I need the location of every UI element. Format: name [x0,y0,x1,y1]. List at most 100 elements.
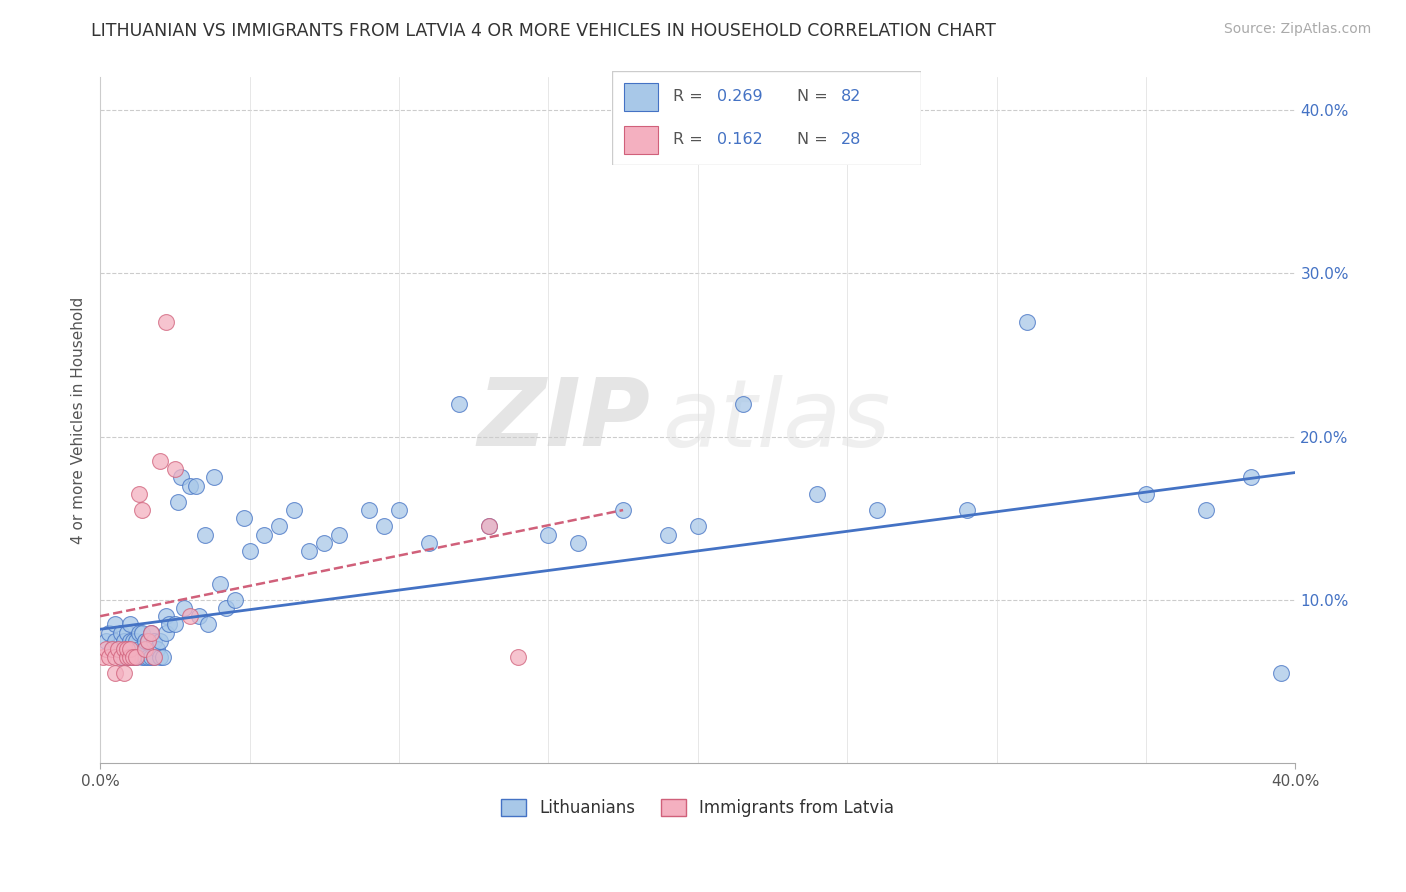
Point [118,617,141,632]
Point [359,503,381,517]
Point [112,641,135,656]
Point [238,544,260,558]
FancyBboxPatch shape [624,83,658,111]
Point [478,519,501,533]
Point [134,633,156,648]
Point [142,650,165,665]
Text: LITHUANIAN VS IMMIGRANTS FROM LATVIA 4 OR MORE VEHICLES IN HOUSEHOLD CORRELATION: LITHUANIAN VS IMMIGRANTS FROM LATVIA 4 O… [91,22,997,40]
Point [107,641,129,656]
Point [194,527,217,541]
Point [142,650,165,665]
Point [110,650,132,665]
Point [208,576,231,591]
Point [115,625,138,640]
Point [101,641,124,656]
Point [112,666,135,681]
Point [122,633,145,648]
Point [179,478,201,492]
Point [612,503,634,517]
Text: N =: N = [797,132,834,147]
Point [155,625,177,640]
Point [131,503,153,517]
Point [107,641,129,656]
Point [104,666,127,681]
Point [418,535,440,549]
Point [136,633,159,648]
Point [283,503,305,517]
Point [478,519,501,533]
Point [104,650,127,665]
Point [567,535,589,549]
Point [118,633,141,648]
Point [125,650,148,665]
Point [157,617,180,632]
Point [187,609,209,624]
Point [115,650,138,665]
Point [115,641,138,656]
Point [657,527,679,541]
Point [134,641,156,656]
Point [115,650,138,665]
Point [128,625,150,640]
Point [956,503,979,517]
Point [112,633,135,648]
Point [94,641,117,656]
Point [112,641,135,656]
Point [163,462,186,476]
Point [125,650,148,665]
Point [134,641,156,656]
Point [373,519,395,533]
Point [149,454,172,468]
Point [139,625,162,640]
Point [197,617,219,632]
Point [1195,503,1218,517]
Point [806,487,828,501]
Point [232,511,254,525]
Text: N =: N = [797,89,834,104]
Point [118,641,141,656]
Text: ZIP: ZIP [477,375,650,467]
Point [122,650,145,665]
Point [155,609,177,624]
Point [1015,315,1038,329]
FancyBboxPatch shape [612,71,921,165]
Point [131,650,153,665]
Point [269,519,291,533]
Point [94,633,117,648]
Text: Source: ZipAtlas.com: Source: ZipAtlas.com [1223,22,1371,37]
Text: 82: 82 [841,89,860,104]
Point [184,478,207,492]
Point [125,633,148,648]
Point [179,609,201,624]
Point [104,617,127,632]
Y-axis label: 4 or more Vehicles in Household: 4 or more Vehicles in Household [72,297,86,544]
Point [91,650,114,665]
Point [731,397,754,411]
Point [1239,470,1261,484]
Point [115,641,138,656]
Point [170,470,193,484]
Point [136,650,159,665]
Point [142,633,165,648]
Point [118,650,141,665]
Point [686,519,709,533]
Point [253,527,276,541]
Point [134,650,156,665]
Point [537,527,560,541]
Point [508,650,530,665]
Text: 0.269: 0.269 [717,89,762,104]
Text: 28: 28 [841,132,860,147]
Point [866,503,889,517]
Point [139,650,162,665]
Point [314,535,336,549]
Point [298,544,321,558]
Text: R =: R = [673,89,709,104]
Point [149,633,172,648]
Point [149,650,172,665]
Point [139,625,162,640]
Text: atlas: atlas [662,375,890,466]
Point [1270,666,1292,681]
Point [163,617,186,632]
Point [118,650,141,665]
Point [173,601,195,615]
